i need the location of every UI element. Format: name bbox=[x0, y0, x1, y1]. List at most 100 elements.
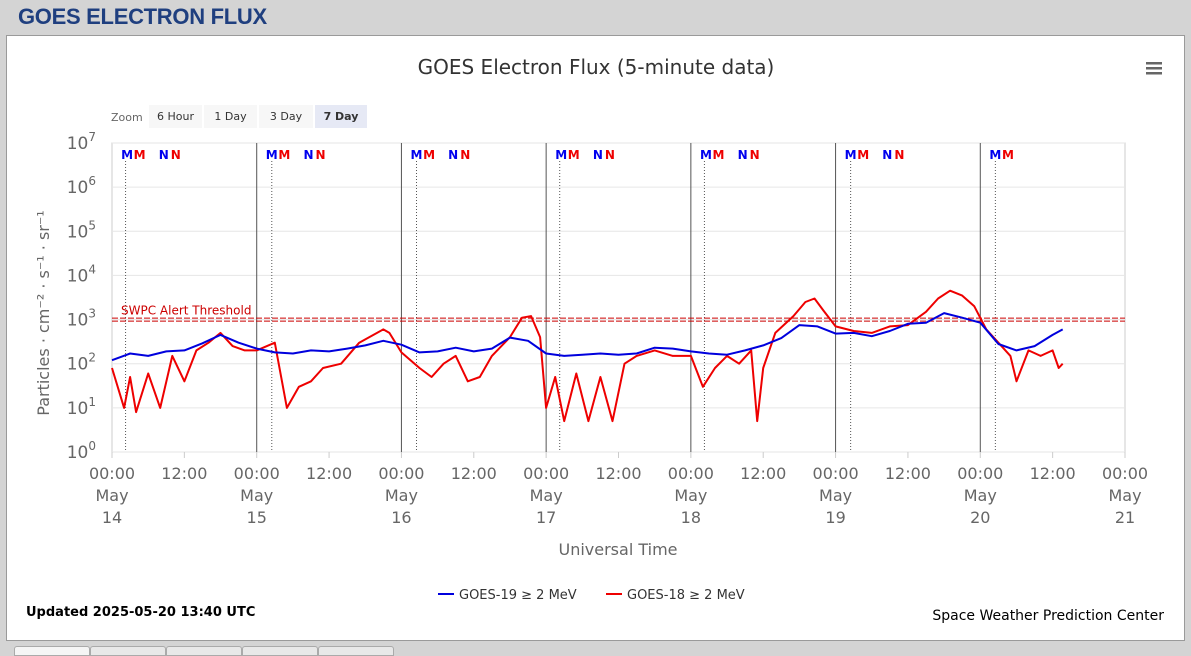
zoom-button-label: 1 Day bbox=[214, 110, 247, 123]
event-marker-n: N bbox=[171, 148, 181, 162]
x-tick-month: May bbox=[674, 486, 707, 505]
event-marker-m: M bbox=[989, 148, 1001, 162]
y-tick-label: 102 bbox=[67, 351, 96, 375]
y-tick-label: 104 bbox=[67, 262, 96, 286]
event-marker-m: M bbox=[278, 148, 290, 162]
legend-item-goes-19[interactable]: GOES-19 ≥ 2 MeV bbox=[438, 588, 577, 603]
event-marker-n: N bbox=[159, 148, 169, 162]
x-tick-day: 21 bbox=[1115, 508, 1135, 527]
x-tick-time: 00:00 bbox=[957, 464, 1003, 483]
x-tick-time: 00:00 bbox=[1102, 464, 1148, 483]
page-title: GOES ELECTRON FLUX bbox=[18, 4, 267, 29]
threshold-label: SWPC Alert Threshold bbox=[121, 304, 251, 318]
x-tick-time: 00:00 bbox=[234, 464, 280, 483]
x-tick-time: 12:00 bbox=[306, 464, 352, 483]
x-tick-day: 20 bbox=[970, 508, 990, 527]
event-marker-m: M bbox=[568, 148, 580, 162]
series-line-goes-19 bbox=[111, 312, 1064, 362]
legend: GOES-19 ≥ 2 MeV GOES-18 ≥ 2 MeV bbox=[438, 588, 745, 603]
event-marker-n: N bbox=[894, 148, 904, 162]
legend-label: GOES-18 ≥ 2 MeV bbox=[627, 588, 745, 603]
footer-tab[interactable] bbox=[14, 646, 90, 656]
chart-panel: GOES Electron Flux (5-minute data) Zoom 6… bbox=[6, 35, 1185, 641]
zoom-button-bg bbox=[149, 105, 202, 128]
alert-threshold: SWPC Alert Threshold bbox=[112, 304, 1125, 322]
x-tick-month: May bbox=[964, 486, 997, 505]
event-marker-n: N bbox=[316, 148, 326, 162]
y-tick-label: 107 bbox=[67, 130, 96, 154]
y-tick-label: 103 bbox=[67, 307, 96, 331]
y-tick-label: 100 bbox=[67, 439, 96, 463]
footer-tab[interactable] bbox=[90, 646, 166, 656]
event-marker-m: M bbox=[1002, 148, 1014, 162]
y-axis: 100 101 102 103 104 105 106 107 bbox=[67, 130, 96, 463]
event-marker-m: M bbox=[700, 148, 712, 162]
electron-flux-chart: GOES Electron Flux (5-minute data) Zoom 6… bbox=[26, 55, 1167, 624]
event-marker-m: M bbox=[134, 148, 146, 162]
x-tick-month: May bbox=[385, 486, 418, 505]
chart-title: GOES Electron Flux (5-minute data) bbox=[418, 55, 775, 79]
x-tick-time: 00:00 bbox=[523, 464, 569, 483]
y-axis-label: Particles · cm⁻² · s⁻¹ · sr⁻¹ bbox=[34, 210, 53, 415]
plot-grid bbox=[111, 142, 1126, 453]
x-tick-time: 00:00 bbox=[668, 464, 714, 483]
event-marker-n: N bbox=[448, 148, 458, 162]
zoom-button-3-day[interactable]: 3 Day bbox=[259, 105, 313, 128]
event-marker-n: N bbox=[593, 148, 603, 162]
zoom-label: Zoom bbox=[111, 111, 143, 124]
zoom-button-label: 3 Day bbox=[270, 110, 303, 123]
credit-text: Space Weather Prediction Center bbox=[932, 608, 1164, 624]
zoom-controls: Zoom 6 Hour 1 Day 3 Day 7 Day bbox=[111, 105, 367, 128]
x-tick-time: 00:00 bbox=[813, 464, 859, 483]
zoom-button-label: 7 Day bbox=[324, 110, 359, 123]
series-lines bbox=[111, 289, 1064, 423]
zoom-button-bg bbox=[204, 105, 257, 128]
zoom-button-6-hour[interactable]: 6 Hour bbox=[149, 105, 202, 128]
x-tick-month: May bbox=[530, 486, 563, 505]
y-tick-label: 105 bbox=[67, 218, 96, 242]
x-tick-day: 16 bbox=[391, 508, 411, 527]
zoom-button-bg bbox=[315, 105, 367, 128]
y-tick-label: 101 bbox=[67, 395, 96, 419]
zoom-button-bg bbox=[259, 105, 313, 128]
x-tick-day: 18 bbox=[681, 508, 701, 527]
event-marker-n: N bbox=[460, 148, 470, 162]
footer-tab[interactable] bbox=[318, 646, 394, 656]
x-tick-month: May bbox=[819, 486, 852, 505]
event-marker-m: M bbox=[121, 148, 133, 162]
zoom-button-label: 6 Hour bbox=[157, 110, 194, 123]
x-tick-day: 19 bbox=[825, 508, 845, 527]
plot-border bbox=[111, 142, 1126, 453]
x-tick-month: May bbox=[95, 486, 128, 505]
event-marker-n: N bbox=[882, 148, 892, 162]
page-header: GOES ELECTRON FLUX bbox=[0, 0, 1191, 34]
x-tick-day: 17 bbox=[536, 508, 556, 527]
x-tick-time: 00:00 bbox=[378, 464, 424, 483]
zoom-button-7-day[interactable]: 7 Day bbox=[315, 105, 367, 128]
footer-tab[interactable] bbox=[242, 646, 318, 656]
x-tick-time: 12:00 bbox=[1030, 464, 1076, 483]
legend-label: GOES-19 ≥ 2 MeV bbox=[459, 588, 577, 603]
zoom-button-1-day[interactable]: 1 Day bbox=[204, 105, 257, 128]
x-tick-time: 12:00 bbox=[451, 464, 497, 483]
x-tick-time: 12:00 bbox=[740, 464, 786, 483]
x-axis-label: Universal Time bbox=[558, 540, 677, 559]
event-marker-m: M bbox=[266, 148, 278, 162]
event-marker-n: N bbox=[738, 148, 748, 162]
hamburger-menu-icon[interactable] bbox=[1141, 58, 1167, 78]
legend-item-goes-18[interactable]: GOES-18 ≥ 2 MeV bbox=[606, 588, 745, 603]
event-marker-m: M bbox=[857, 148, 869, 162]
event-marker-m: M bbox=[411, 148, 423, 162]
updated-timestamp: Updated 2025-05-20 13:40 UTC bbox=[26, 605, 255, 620]
event-marker-n: N bbox=[605, 148, 615, 162]
x-tick-time: 12:00 bbox=[161, 464, 207, 483]
y-tick-label: 106 bbox=[67, 174, 96, 198]
event-marker-n: N bbox=[750, 148, 760, 162]
x-tick-month: May bbox=[240, 486, 273, 505]
footer-tab[interactable] bbox=[166, 646, 242, 656]
event-marker-m: M bbox=[423, 148, 435, 162]
x-tick-time: 00:00 bbox=[89, 464, 135, 483]
x-tick-time: 12:00 bbox=[595, 464, 641, 483]
event-marker-m: M bbox=[555, 148, 567, 162]
